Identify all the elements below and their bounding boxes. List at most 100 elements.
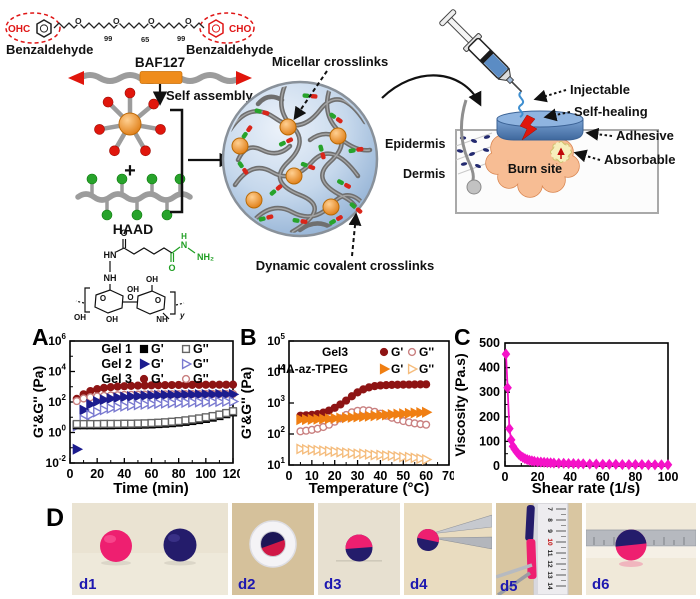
scheme-diagram: OHC CHO O O O O 99 65 99 Benzaldehyde Be… bbox=[5, 9, 676, 322]
navy-gel-stretched bbox=[525, 504, 535, 542]
svg-text:80: 80 bbox=[628, 470, 642, 484]
photo-d2-mold-ring: d2 bbox=[232, 503, 314, 595]
micellar-pointer-arrow bbox=[293, 70, 328, 121]
svg-text:Gel3: Gel3 bbox=[322, 345, 348, 359]
green-nh2: NH₂ bbox=[197, 252, 214, 262]
baf127-chemical-structure: OHC CHO O O O O 99 65 99 Benzaldehyde Be… bbox=[5, 12, 273, 57]
svg-text:9: 9 bbox=[546, 529, 553, 533]
svg-text:106: 106 bbox=[48, 332, 66, 348]
svg-text:103: 103 bbox=[267, 394, 285, 410]
haad-chemical-structure: HN O NH O H N NH₂ O O O OH OH OH OH NH y bbox=[74, 228, 214, 322]
repeat-99: 99 bbox=[104, 34, 112, 43]
svg-text:G'': G'' bbox=[193, 357, 209, 371]
plus-sign: + bbox=[124, 160, 136, 182]
self-healing-bolt-icon bbox=[519, 114, 538, 141]
navy-gel-half bbox=[615, 529, 647, 547]
svg-text:G': G' bbox=[391, 362, 403, 376]
svg-text:60: 60 bbox=[419, 469, 433, 483]
svg-text:30: 30 bbox=[351, 469, 365, 483]
svg-text:Gel 1: Gel 1 bbox=[101, 342, 132, 356]
svg-text:104: 104 bbox=[48, 363, 66, 379]
photo-d1-separate-gels: d1 bbox=[72, 503, 228, 595]
svg-text:120: 120 bbox=[223, 467, 240, 481]
self-assembly-label: Self assembly bbox=[166, 88, 253, 103]
svg-text:Temperature (°C): Temperature (°C) bbox=[309, 480, 430, 497]
benzaldehyde-oval-right bbox=[199, 12, 255, 44]
svg-text:10-2: 10-2 bbox=[46, 454, 67, 470]
photo-d5-stretch-ruler: 7 8 9 10 11 12 13 14 d5 bbox=[496, 503, 582, 595]
hair-follicle bbox=[460, 99, 475, 183]
hydrogel-disk-top bbox=[496, 110, 584, 128]
svg-text:Shear rate (1/s): Shear rate (1/s) bbox=[532, 480, 640, 497]
benzaldehyde-oval-left bbox=[5, 12, 61, 44]
burn-site-label: Burn site bbox=[508, 162, 562, 176]
syringe-icon bbox=[439, 9, 523, 93]
benzene-ring-right bbox=[208, 19, 224, 38]
glycosidic-o: O bbox=[127, 293, 133, 302]
svg-text:50: 50 bbox=[396, 469, 410, 483]
svg-text:Gel 2: Gel 2 bbox=[101, 357, 132, 371]
absorbable-label: Absorbable bbox=[604, 152, 676, 167]
svg-text:500: 500 bbox=[479, 336, 500, 350]
svg-text:10: 10 bbox=[546, 538, 553, 546]
green-n: N bbox=[181, 240, 188, 250]
navy-gel bbox=[163, 528, 197, 562]
svg-text:60: 60 bbox=[145, 467, 159, 481]
svg-text:400: 400 bbox=[479, 361, 500, 375]
property-arrows bbox=[533, 89, 613, 163]
tweezers-arm bbox=[429, 514, 492, 535]
svg-text:100: 100 bbox=[48, 424, 66, 440]
benzene-ring-left bbox=[36, 19, 52, 38]
svg-text:10: 10 bbox=[305, 469, 319, 483]
injected-gel-stream bbox=[518, 91, 525, 118]
cho-label: CHO bbox=[229, 24, 251, 35]
photo-label: d2 bbox=[238, 576, 256, 593]
panel-letter-a: A bbox=[32, 324, 49, 350]
skin-model: Burn site bbox=[455, 99, 659, 214]
svg-text:G'&G'' (Pa): G'&G'' (Pa) bbox=[238, 367, 254, 439]
svg-text:40: 40 bbox=[373, 469, 387, 483]
ohc-label: OHC bbox=[8, 24, 30, 35]
pink-gel-half bbox=[345, 534, 373, 549]
chart-temperature-sweep: 0 10 20 30 40 50 60 70 101 102 103 104 105 Temperatur… bbox=[238, 321, 456, 506]
absorbable-burst-icon bbox=[550, 141, 572, 163]
svg-text:7: 7 bbox=[546, 507, 553, 511]
svg-text:G'': G'' bbox=[193, 372, 209, 386]
svg-text:100: 100 bbox=[195, 467, 216, 481]
svg-text:300: 300 bbox=[479, 385, 500, 399]
navy-gel-half bbox=[260, 531, 285, 549]
photo-d4-tweezers-lift: d4 bbox=[404, 503, 492, 595]
hydrazide-tips bbox=[86, 173, 186, 221]
svg-text:105: 105 bbox=[267, 332, 285, 348]
micellar-crosslinks-label: Micellar crosslinks bbox=[272, 54, 388, 69]
svg-text:70: 70 bbox=[442, 469, 454, 483]
svg-text:11: 11 bbox=[546, 550, 553, 557]
dermis-label: Dermis bbox=[403, 167, 445, 181]
svg-text:20: 20 bbox=[90, 467, 104, 481]
aldehyde-end-left bbox=[68, 71, 84, 85]
adhesive-label: Adhesive bbox=[616, 128, 674, 143]
svg-text:0: 0 bbox=[286, 469, 293, 483]
svg-text:Time (min): Time (min) bbox=[113, 480, 189, 497]
svg-text:12: 12 bbox=[546, 560, 553, 568]
sugar-ring-1 bbox=[94, 289, 124, 314]
baf127-cartoon: BAF127 bbox=[68, 55, 252, 85]
chain-o: O bbox=[113, 16, 120, 26]
tweezers-arm bbox=[496, 563, 533, 579]
ppo-block bbox=[139, 71, 183, 84]
pink-gel-half bbox=[417, 529, 439, 543]
photo-label: d4 bbox=[410, 576, 428, 593]
photo-d6-recovered-gel: d6 bbox=[586, 503, 696, 595]
tweezers-arm bbox=[431, 536, 492, 550]
application-arrow bbox=[381, 74, 482, 107]
ruler-numbers: 7 8 9 10 11 12 13 14 bbox=[546, 507, 553, 590]
ruler-ticks bbox=[556, 508, 566, 587]
svg-text:G': G' bbox=[151, 342, 164, 356]
nh-label: NH bbox=[104, 273, 117, 283]
haad-cartoon: HAAD bbox=[75, 173, 193, 237]
svg-text:13: 13 bbox=[546, 571, 553, 579]
epidermis-label: Epidermis bbox=[385, 137, 445, 151]
photo-d3-healed-gel: d3 bbox=[318, 503, 400, 595]
self-assembly-step: Self assembly bbox=[152, 84, 253, 106]
oh-label: OH bbox=[146, 275, 158, 284]
